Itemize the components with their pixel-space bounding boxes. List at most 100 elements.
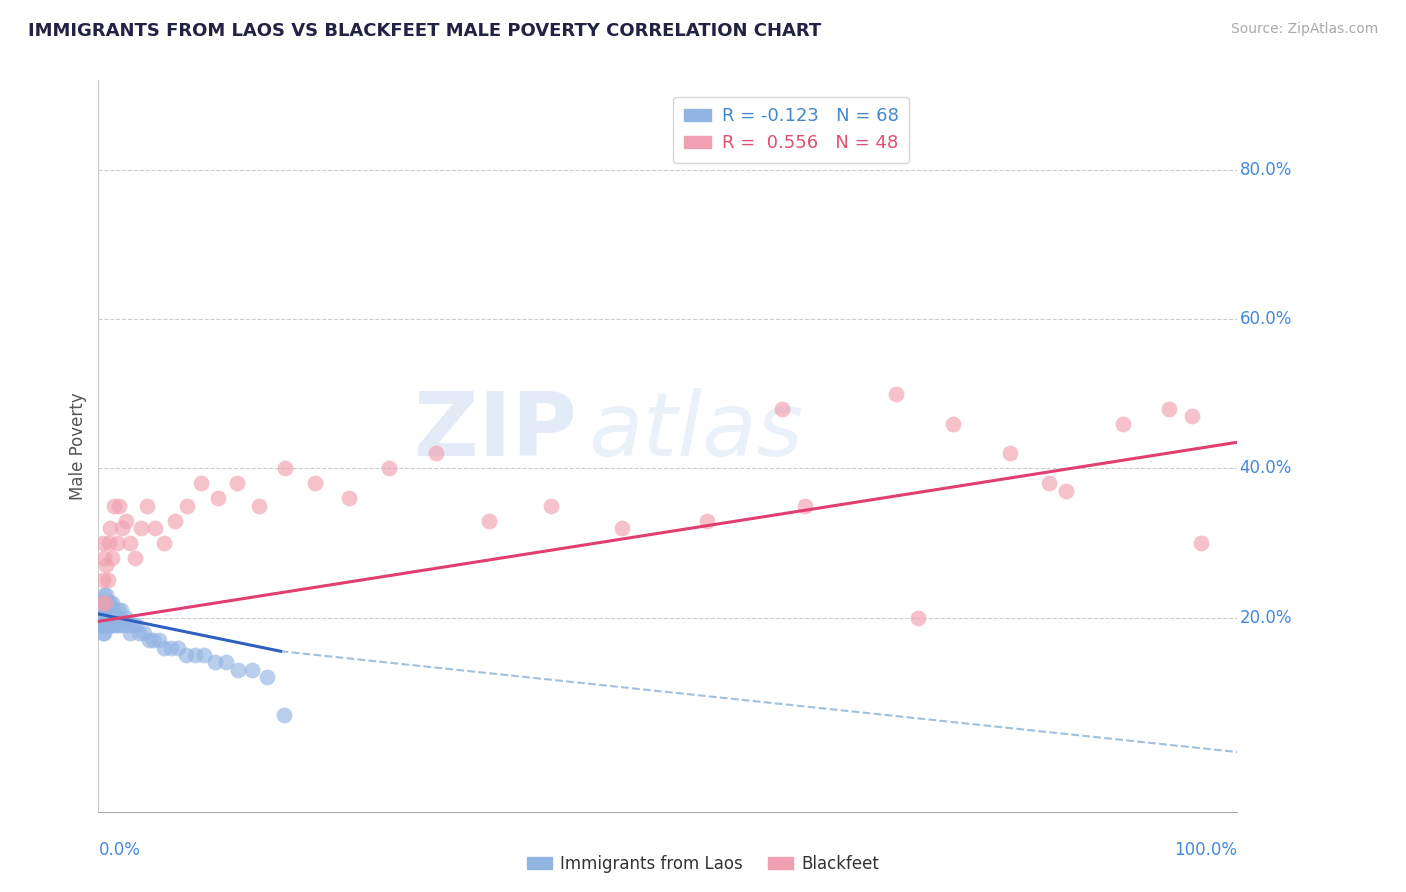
Point bbox=[114, 514, 136, 528]
Point bbox=[90, 596, 112, 610]
Point bbox=[247, 499, 270, 513]
Point bbox=[93, 596, 115, 610]
Point bbox=[94, 596, 117, 610]
Point bbox=[204, 656, 226, 670]
Point bbox=[96, 610, 118, 624]
Point bbox=[112, 618, 135, 632]
Point bbox=[91, 603, 114, 617]
Point bbox=[226, 476, 249, 491]
Point bbox=[215, 656, 238, 670]
Point bbox=[91, 618, 114, 632]
Point bbox=[1157, 401, 1180, 416]
Point bbox=[176, 499, 198, 513]
Point bbox=[91, 610, 114, 624]
Point bbox=[240, 663, 263, 677]
Point bbox=[108, 618, 131, 632]
Point bbox=[103, 610, 125, 624]
Point bbox=[478, 514, 501, 528]
Point bbox=[90, 603, 112, 617]
Point bbox=[110, 603, 132, 617]
Point bbox=[91, 574, 114, 588]
Point bbox=[163, 514, 186, 528]
Point bbox=[1189, 536, 1212, 550]
Point bbox=[190, 476, 212, 491]
Point bbox=[96, 618, 118, 632]
Point bbox=[129, 521, 152, 535]
Point bbox=[98, 521, 121, 535]
Point bbox=[101, 596, 124, 610]
Point bbox=[97, 536, 120, 550]
Point bbox=[120, 625, 142, 640]
Point bbox=[96, 603, 118, 617]
Point bbox=[105, 610, 128, 624]
Point bbox=[98, 596, 121, 610]
Point bbox=[160, 640, 183, 655]
Point bbox=[142, 633, 165, 648]
Point bbox=[103, 618, 125, 632]
Point bbox=[98, 610, 121, 624]
Point bbox=[96, 588, 118, 602]
Text: 0.0%: 0.0% bbox=[98, 841, 141, 859]
Point bbox=[93, 603, 115, 617]
Text: ZIP: ZIP bbox=[413, 388, 576, 475]
Text: Source: ZipAtlas.com: Source: ZipAtlas.com bbox=[1230, 22, 1378, 37]
Point bbox=[91, 536, 114, 550]
Point bbox=[1112, 417, 1135, 431]
Point bbox=[1054, 483, 1078, 498]
Point bbox=[304, 476, 326, 491]
Point bbox=[97, 610, 120, 624]
Point bbox=[96, 574, 118, 588]
Text: atlas: atlas bbox=[588, 388, 803, 475]
Point bbox=[207, 491, 229, 506]
Point bbox=[108, 610, 131, 624]
Point bbox=[793, 499, 815, 513]
Legend: Immigrants from Laos, Blackfeet: Immigrants from Laos, Blackfeet bbox=[520, 848, 886, 880]
Point bbox=[132, 625, 155, 640]
Point bbox=[93, 551, 115, 566]
Point bbox=[121, 618, 143, 632]
Text: IMMIGRANTS FROM LAOS VS BLACKFEET MALE POVERTY CORRELATION CHART: IMMIGRANTS FROM LAOS VS BLACKFEET MALE P… bbox=[28, 22, 821, 40]
Point bbox=[1181, 409, 1204, 424]
Point bbox=[90, 610, 112, 624]
Text: 20.0%: 20.0% bbox=[1240, 608, 1292, 627]
Point bbox=[942, 417, 965, 431]
Point bbox=[167, 640, 190, 655]
Point bbox=[91, 625, 114, 640]
Point bbox=[103, 603, 125, 617]
Point bbox=[97, 618, 120, 632]
Y-axis label: Male Poverty: Male Poverty bbox=[69, 392, 87, 500]
Point bbox=[125, 618, 148, 632]
Point bbox=[884, 386, 907, 401]
Point bbox=[128, 625, 150, 640]
Point bbox=[117, 618, 139, 632]
Point bbox=[228, 663, 250, 677]
Point bbox=[153, 640, 176, 655]
Point bbox=[101, 610, 124, 624]
Point bbox=[337, 491, 360, 506]
Point bbox=[274, 461, 297, 475]
Point bbox=[96, 610, 118, 624]
Point bbox=[96, 558, 118, 573]
Point bbox=[101, 551, 124, 566]
Point bbox=[256, 670, 278, 684]
Point bbox=[91, 596, 114, 610]
Point bbox=[103, 499, 125, 513]
Point bbox=[107, 603, 129, 617]
Point bbox=[153, 536, 176, 550]
Point bbox=[90, 596, 112, 610]
Point bbox=[120, 536, 142, 550]
Text: 40.0%: 40.0% bbox=[1240, 459, 1292, 477]
Point bbox=[94, 603, 117, 617]
Point bbox=[378, 461, 401, 475]
Point bbox=[174, 648, 197, 662]
Point bbox=[136, 499, 159, 513]
Point bbox=[612, 521, 634, 535]
Point bbox=[94, 610, 117, 624]
Point bbox=[273, 707, 295, 722]
Point bbox=[104, 618, 127, 632]
Point bbox=[93, 610, 115, 624]
Point bbox=[114, 610, 136, 624]
Point bbox=[96, 596, 118, 610]
Point bbox=[193, 648, 215, 662]
Point bbox=[124, 551, 146, 566]
